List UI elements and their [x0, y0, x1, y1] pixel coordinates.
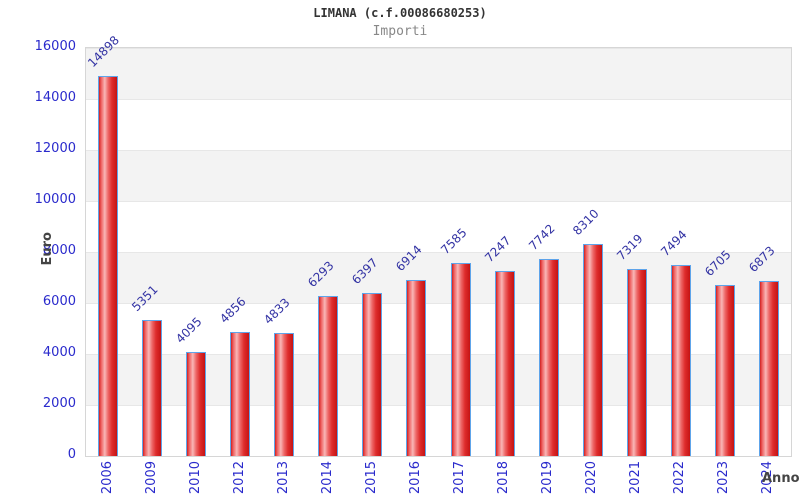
bar-slot: 6293: [305, 48, 350, 456]
x-tick-label: 2018: [496, 461, 512, 495]
bar-2022: [670, 265, 691, 456]
x-tick-label: 2023: [716, 461, 732, 495]
bar-2020: [582, 244, 603, 456]
x-tick-label: 2013: [275, 461, 291, 495]
x-slot: 2020: [570, 461, 614, 500]
bar-value-label: 6293: [305, 258, 337, 290]
bar-slot: 7585: [437, 48, 483, 456]
bar-value-label: 7742: [525, 221, 558, 253]
x-slot: 2014: [305, 461, 349, 500]
x-tick-label: 2010: [187, 461, 203, 495]
x-tick-label: 2009: [143, 461, 159, 495]
bar-2021: [626, 269, 647, 456]
x-slot: 2018: [482, 461, 526, 500]
y-tick-label: 8000: [42, 243, 76, 258]
bar-value-label: 6397: [349, 255, 382, 287]
bar-value-label: 4095: [173, 314, 205, 346]
bar-value-label: 6914: [393, 242, 426, 274]
y-tick-label: 12000: [34, 141, 76, 156]
x-slot: 2006: [85, 461, 129, 500]
bar-slot: 4095: [173, 48, 218, 456]
x-tick-label: 2015: [363, 461, 379, 495]
bar-2019: [538, 259, 559, 456]
x-tick-label: 2017: [452, 461, 468, 495]
x-tick-label: 2021: [628, 461, 644, 495]
x-tick-label: 2006: [99, 461, 115, 495]
x-slot: 2021: [614, 461, 658, 500]
bar-value-label: 7585: [437, 225, 470, 257]
bar-2013: [274, 333, 295, 456]
bar-slot: 6914: [394, 48, 438, 456]
bar-2009: [142, 320, 163, 456]
bar-2015: [362, 293, 383, 456]
bar-value-label: 7494: [657, 227, 690, 259]
bar-value-label: 4856: [217, 294, 249, 326]
y-axis: 0 2000 4000 6000 8000 10000 12000 14000 16000: [0, 39, 76, 462]
bar-slot: 6873: [746, 48, 791, 456]
x-axis: 2006 2009 2010 2012 2013 2014 2015 2016 2017 2018…: [85, 461, 790, 500]
bar-value-label: 4833: [261, 295, 293, 327]
x-slot: 2022: [658, 461, 702, 500]
y-tick-label: 16000: [34, 39, 76, 54]
x-tick-label: 2014: [319, 461, 335, 495]
chart-subtitle: Importi: [372, 24, 428, 39]
bar-slot: 14898: [85, 33, 130, 456]
bar-value-label: 6873: [746, 243, 778, 275]
y-tick-label: 14000: [34, 90, 76, 105]
bar-series: 14898 5351 4095 4856 4833 6293 6397 6914 7585 724…: [85, 33, 791, 456]
x-axis-title: Anno: [762, 471, 800, 486]
bar-value-label: 5351: [129, 282, 161, 314]
bar-2017: [450, 263, 471, 456]
bar-slot: 4856: [217, 48, 262, 456]
x-slot: 2009: [129, 461, 173, 500]
bar-slot: 6397: [350, 48, 394, 456]
bar-2018: [494, 271, 515, 456]
bar-slot: 7247: [481, 48, 527, 456]
bar-slot: 7494: [657, 48, 703, 456]
bar-slot: 7319: [613, 48, 659, 456]
x-tick-label: 2016: [407, 461, 423, 495]
bar-2014: [318, 296, 339, 456]
x-tick-label: 2022: [672, 461, 688, 495]
x-slot: 2013: [261, 461, 305, 500]
x-slot: 2017: [438, 461, 482, 500]
bar-value-label: 8310: [569, 206, 602, 238]
y-tick-label: 10000: [34, 192, 76, 207]
x-slot: 2015: [349, 461, 393, 500]
x-tick-label: 2012: [231, 461, 247, 495]
bar-2023: [714, 285, 735, 456]
y-tick-label: 0: [67, 447, 76, 462]
y-tick-label: 4000: [42, 345, 76, 360]
bar-value-label: 6705: [702, 247, 734, 279]
bar-slot: 5351: [129, 48, 174, 456]
plot-area: 14898 5351 4095 4856 4833 6293 6397 6914 7585 724…: [85, 33, 792, 457]
y-tick-label: 2000: [42, 396, 76, 411]
bar-slot: 8310: [569, 48, 615, 456]
bar-slot: 6705: [702, 48, 747, 456]
bar-2012: [230, 332, 251, 456]
y-axis-title: Euro: [40, 232, 55, 266]
bar-value-label: 7319: [613, 231, 646, 263]
x-slot: 2010: [173, 461, 217, 500]
bar-2016: [406, 280, 427, 456]
x-tick-label: 2019: [540, 461, 556, 495]
bar-slot: 4833: [261, 48, 306, 456]
x-slot: 2012: [217, 461, 261, 500]
chart-title: LIMANA (c.f.00086680253): [313, 6, 487, 20]
bar-2010: [186, 352, 207, 456]
x-tick-label: 2020: [584, 461, 600, 495]
y-tick-label: 6000: [42, 294, 76, 309]
x-slot: 2023: [702, 461, 746, 500]
x-slot: 2016: [393, 461, 437, 500]
bar-value-label: 7247: [481, 233, 514, 265]
bar-2006: [98, 76, 119, 456]
bar-2024: [758, 281, 779, 456]
x-slot: 2019: [526, 461, 570, 500]
bar-slot: 7742: [525, 48, 571, 456]
